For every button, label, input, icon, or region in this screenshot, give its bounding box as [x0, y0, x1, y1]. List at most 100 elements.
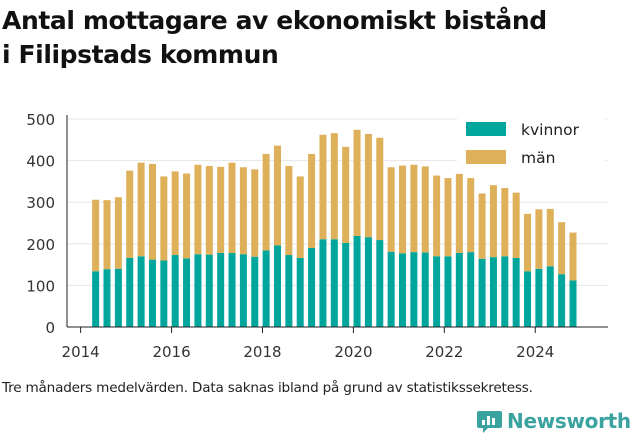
newsworthy-logo-icon	[477, 411, 502, 433]
bar-kvinnor	[171, 255, 179, 327]
axes	[66, 115, 608, 333]
brand-name: Newsworthy	[507, 408, 631, 433]
bar-man	[296, 176, 304, 258]
bar-man	[92, 199, 100, 272]
bar-kvinnor	[160, 260, 168, 327]
bar-man	[444, 178, 452, 257]
bar-kvinnor	[489, 257, 497, 327]
y-tick-label: 100	[26, 277, 55, 295]
bar-series	[92, 129, 577, 327]
bar-man	[137, 162, 145, 257]
bar-man	[262, 153, 270, 251]
bar-man	[535, 209, 543, 269]
bar-man	[217, 166, 225, 253]
bar-kvinnor	[342, 242, 350, 327]
bar-man	[319, 134, 327, 240]
bar-kvinnor	[433, 256, 441, 327]
bar-kvinnor	[308, 247, 316, 327]
x-tick-label: 2020	[334, 343, 372, 361]
y-tick-label: 500	[26, 111, 55, 129]
bar-man	[501, 188, 509, 257]
bar-man	[342, 146, 350, 243]
chart-title-line-1: Antal mottagare av ekonomiskt bistånd	[2, 6, 547, 35]
y-tick-label: 400	[26, 153, 55, 171]
bar-kvinnor	[228, 252, 236, 327]
bar-kvinnor	[285, 255, 293, 327]
legend-swatch-man	[466, 150, 506, 164]
bar-man	[364, 133, 372, 238]
bar-man	[330, 133, 338, 240]
bar-man	[194, 164, 202, 255]
legend-label-kvinnor: kvinnor	[521, 121, 580, 139]
y-tick-label: 300	[26, 194, 55, 212]
x-tick-label: 2018	[243, 343, 281, 361]
bar-man	[376, 137, 384, 241]
bar-man	[421, 166, 429, 253]
bar-man	[183, 173, 191, 259]
bar-kvinnor	[364, 237, 372, 327]
bar-kvinnor	[126, 257, 134, 327]
bar-man	[433, 175, 441, 257]
bar-kvinnor	[273, 245, 281, 327]
bar-man	[160, 176, 168, 261]
bar-kvinnor	[478, 258, 486, 327]
bar-man	[558, 222, 566, 275]
y-tick-label: 200	[26, 236, 55, 254]
bar-man	[387, 167, 395, 252]
bar-kvinnor	[387, 251, 395, 327]
brand-logo: Newsworthy	[477, 408, 631, 433]
footnote: Tre månaders medelvärden. Data saknas ib…	[2, 380, 533, 396]
bar-man	[239, 167, 247, 255]
bar-man	[455, 173, 463, 253]
bar-man	[489, 185, 497, 258]
bar-kvinnor	[137, 256, 145, 327]
chart-title: Antal mottagare av ekonomiskt bistånd i …	[2, 4, 547, 72]
bar-man	[308, 153, 316, 248]
bar-kvinnor	[558, 274, 566, 327]
bar-kvinnor	[546, 266, 554, 327]
bar-kvinnor	[148, 259, 156, 327]
bar-man	[399, 165, 407, 254]
y-tick-label: 0	[45, 319, 55, 337]
x-tick-label: 2016	[152, 343, 190, 361]
legend-label-man: män	[521, 149, 555, 167]
bar-man	[228, 162, 236, 253]
bar-man	[467, 178, 475, 253]
bar-kvinnor	[410, 252, 418, 327]
legend-swatch-kvinnor	[466, 122, 506, 136]
bar-kvinnor	[262, 250, 270, 327]
bar-man	[148, 163, 156, 260]
stacked-bar-chart: 0 100 200 300 400 500 2014 2016 2018 2020 2022 202…	[26, 111, 608, 361]
bar-kvinnor	[92, 271, 100, 327]
x-tick-label: 2024	[516, 343, 554, 361]
x-axis-tick-labels: 2014 2016 2018 2020 2022 2024	[62, 343, 555, 361]
bar-kvinnor	[467, 252, 475, 327]
bar-man	[524, 213, 532, 272]
x-tick-label: 2022	[425, 343, 463, 361]
bar-kvinnor	[217, 252, 225, 327]
bar-kvinnor	[251, 256, 259, 327]
bar-kvinnor	[376, 240, 384, 327]
bar-kvinnor	[319, 239, 327, 327]
bar-man	[273, 145, 281, 246]
bar-kvinnor	[399, 253, 407, 327]
bar-man	[285, 166, 293, 256]
bar-kvinnor	[103, 269, 111, 327]
bar-kvinnor	[501, 256, 509, 327]
y-axis-tick-labels: 0 100 200 300 400 500	[26, 111, 55, 337]
bar-man	[410, 164, 418, 253]
bar-kvinnor	[535, 268, 543, 327]
bar-kvinnor	[239, 254, 247, 327]
bar-kvinnor	[194, 254, 202, 327]
bar-man	[126, 170, 134, 258]
bar-kvinnor	[512, 257, 520, 327]
bar-man	[478, 193, 486, 259]
bar-kvinnor	[524, 271, 532, 327]
bar-man	[103, 200, 111, 270]
bar-man	[205, 166, 213, 255]
bar-kvinnor	[444, 256, 452, 327]
bar-kvinnor	[421, 252, 429, 327]
bar-kvinnor	[114, 268, 122, 327]
bar-kvinnor	[569, 280, 577, 327]
bar-kvinnor	[205, 254, 213, 327]
